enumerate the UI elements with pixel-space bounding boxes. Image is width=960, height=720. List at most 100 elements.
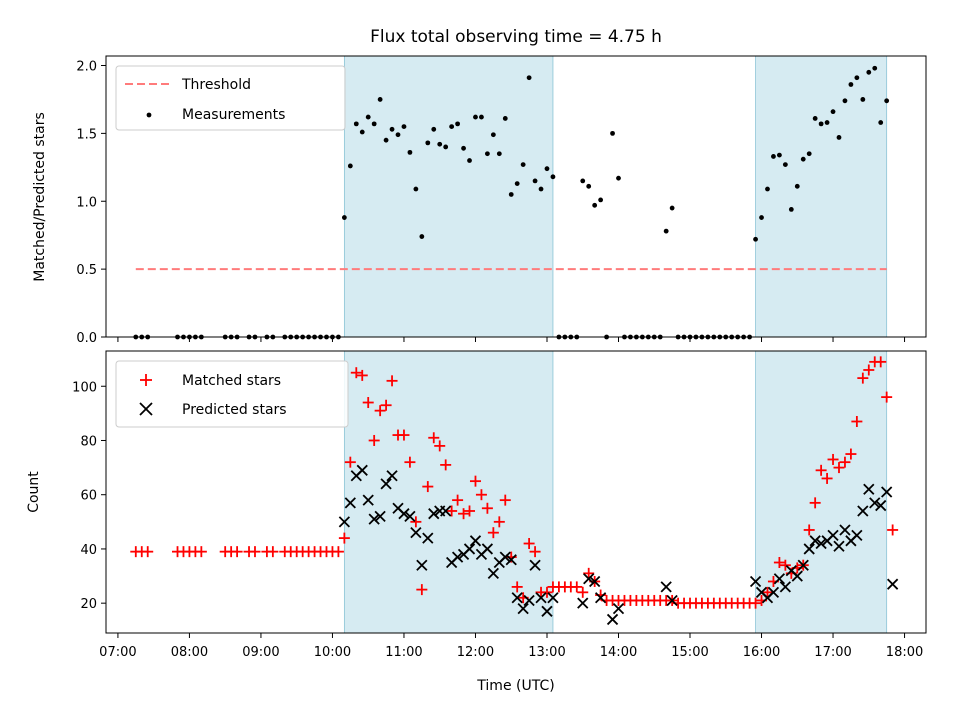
matched-star-point: [446, 505, 458, 517]
measurement-point: [473, 114, 478, 120]
measurement-point: [586, 183, 592, 189]
predicted-star-point: [386, 470, 398, 482]
measurement-point: [616, 175, 621, 181]
measurement-point: [598, 197, 604, 203]
matched-star-points: [130, 356, 899, 609]
measurement-point: [610, 130, 615, 136]
matched-star-point: [839, 456, 851, 468]
predicted-star-point: [344, 497, 356, 509]
predicted-star-point: [463, 543, 476, 555]
matched-star-point: [863, 364, 875, 376]
predicted-star-point: [380, 478, 392, 490]
predicted-star-point: [773, 573, 786, 585]
matched-star-point: [493, 516, 505, 528]
predicted-star-point: [886, 578, 899, 590]
measurement-point: [389, 126, 395, 132]
measurement-point: [848, 82, 854, 87]
predicted-star-point: [416, 559, 428, 571]
predicted-star-point: [356, 464, 368, 476]
matched-star-point: [487, 527, 499, 539]
matched-star-point: [881, 391, 893, 403]
matched-star-point: [332, 546, 344, 558]
predicted-star-point: [368, 513, 380, 525]
y-tick-label: 40: [80, 543, 97, 558]
predicted-star-point: [529, 559, 541, 571]
matched-star-point: [249, 546, 261, 558]
predicted-star-point: [541, 605, 553, 617]
matched-star-point: [374, 405, 386, 417]
measurement-point: [765, 186, 770, 192]
measurement-point: [347, 163, 353, 169]
x-tick-label: 08:00: [171, 645, 208, 660]
y-axis-label: Matched/Predicted stars: [32, 112, 48, 282]
matched-star-point: [887, 524, 899, 536]
legend-matched-swatch: [140, 374, 152, 386]
measurement-point: [544, 166, 550, 172]
predicted-star-point: [583, 573, 595, 585]
measurement-point: [860, 97, 866, 102]
matched-star-point: [481, 502, 493, 514]
legend-measurements-label: Measurements: [182, 107, 285, 123]
predicted-star-point: [374, 510, 386, 523]
measurement-point: [419, 234, 425, 239]
matched-star-point: [761, 586, 773, 598]
predicted-star-point: [851, 529, 863, 542]
predicted-star-point: [809, 535, 821, 547]
matched-star-point: [428, 432, 440, 444]
measurement-point: [884, 98, 890, 104]
y-tick-label: 80: [80, 434, 97, 449]
legend-measurements-swatch: [146, 112, 152, 118]
matched-star-point: [452, 494, 464, 506]
observing-band: [755, 55, 888, 338]
measurement-point: [663, 228, 669, 234]
predicted-star-point: [863, 483, 875, 495]
x-tick-label: 16:00: [743, 645, 780, 660]
predicted-star-point: [511, 592, 523, 604]
measurement-point: [425, 140, 431, 146]
predicted-star-point: [612, 602, 625, 615]
predicted-star-point: [815, 537, 827, 550]
predicted-star-point: [767, 586, 780, 598]
measurement-point: [455, 121, 460, 127]
matched-star-point: [815, 464, 827, 476]
matched-star-point: [404, 456, 416, 468]
matched-star-point: [523, 538, 535, 550]
matched-star-point: [410, 516, 422, 528]
y-tick-label: 0.5: [76, 263, 97, 278]
matched-star-point: [511, 581, 523, 593]
predicted-star-point: [404, 510, 416, 523]
x-tick-label: 13:00: [528, 645, 565, 660]
legend-predicted-label: Predicted stars: [182, 402, 287, 418]
matched-star-point: [464, 505, 476, 517]
legend-box: [115, 65, 346, 131]
predicted-star-point: [857, 505, 869, 517]
y-tick-label: 0.0: [76, 331, 97, 346]
y-ticks: 20 40 60 80 100: [72, 380, 106, 612]
star-count-panel: 07:00 08:00 09:00 10:00 11:00 12:00 13:00 14:00…: [26, 350, 927, 694]
matched-star-point: [875, 356, 887, 368]
measurement-point: [490, 132, 496, 138]
measurement-point: [520, 162, 526, 167]
predicted-star-point: [469, 535, 482, 547]
matched-star-point: [851, 416, 863, 427]
measurement-point: [794, 183, 800, 189]
predicted-star-point: [875, 499, 887, 512]
matched-star-point: [583, 567, 595, 579]
predicted-star-point: [666, 594, 678, 607]
matched-star-point: [779, 559, 791, 571]
x-tick-label: 17:00: [814, 645, 851, 660]
predicted-star-point: [523, 594, 535, 607]
predicted-star-points: [338, 464, 899, 626]
measurement-point: [484, 151, 490, 157]
x-axis-label: Time (UTC): [476, 678, 554, 694]
predicted-star-point: [338, 516, 351, 528]
measurement-point: [341, 215, 347, 220]
predicted-star-point: [827, 529, 839, 542]
matched-star-point: [475, 489, 487, 501]
legend: Threshold Measurements: [115, 65, 346, 131]
measurement-point: [824, 120, 830, 125]
matched-star-point: [362, 397, 374, 409]
matched-star-point: [458, 508, 470, 520]
measurement-point: [806, 151, 812, 157]
matched-star-point: [529, 546, 541, 558]
